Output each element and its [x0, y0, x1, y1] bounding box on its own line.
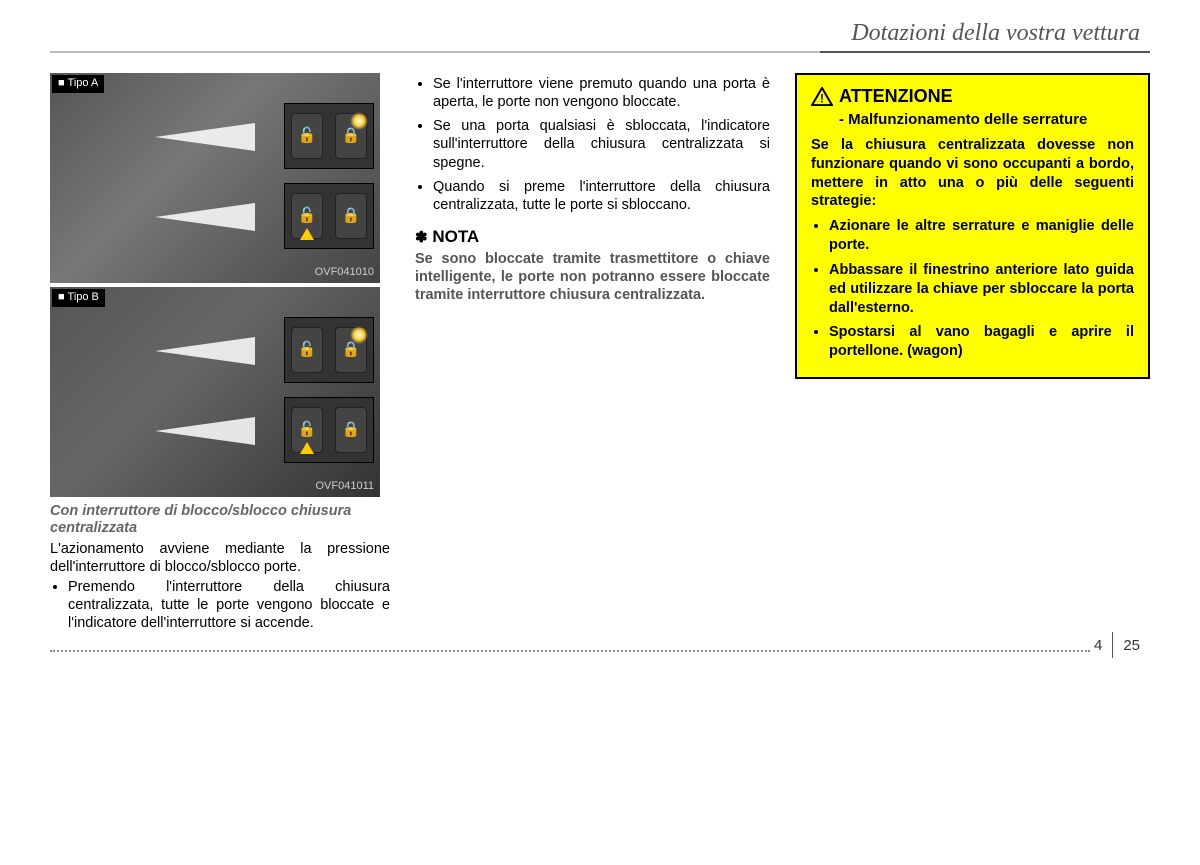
warning-title: ATTENZIONE	[839, 85, 953, 108]
left-bullet-1: Premendo l'interruttore della chiusura c…	[68, 578, 390, 632]
inset-b-unlock: 🔓 🔒	[284, 397, 374, 463]
lock-icon: 🔒	[335, 113, 367, 159]
figure-tipo-a: ■ Tipo A 🔓 🔒 🔓 🔒 OVF041010	[50, 73, 380, 283]
unlock-icon: 🔓	[291, 193, 323, 239]
warning-box: ! ATTENZIONE - Malfunzionamento delle se…	[795, 73, 1150, 379]
lock-icon: 🔒	[335, 327, 367, 373]
lock-icon: 🔒	[335, 407, 367, 453]
nota-title-text: NOTA	[432, 227, 479, 246]
header-rule	[50, 51, 1150, 53]
left-subheading: Con interruttore di blocco/sblocco chius…	[50, 503, 390, 538]
page-number-value: 25	[1123, 637, 1140, 654]
warning-triangle-icon: !	[811, 87, 833, 106]
figure-b-code: OVF041011	[315, 480, 374, 494]
page-num-divider	[1112, 632, 1113, 658]
warning-bullet-2: Abbassare il finestrino anteriore lato g…	[829, 261, 1134, 318]
footer-dotted-line	[50, 650, 1090, 652]
lock-icon: 🔒	[335, 193, 367, 239]
nota-body: Se sono bloccate tramite trasmettitore o…	[415, 250, 770, 304]
page-number: 4 25	[1094, 632, 1140, 658]
inset-a-unlock: 🔓 🔒	[284, 183, 374, 249]
nota-heading: ✽ NOTA	[415, 226, 770, 248]
mid-bullet-4: Quando si preme l'interruttore della chi…	[433, 178, 770, 214]
arrow-up-icon	[300, 228, 314, 240]
warning-bullet-3: Spostarsi al vano bagagli e aprire il po…	[829, 323, 1134, 361]
unlock-icon: 🔓	[291, 327, 323, 373]
warning-body: Se la chiusura centralizzata dovesse non…	[811, 136, 1134, 211]
warning-bullet-1: Azionare le altre serrature e maniglie d…	[829, 217, 1134, 255]
warning-subtitle: - Malfunzionamento delle serrature	[839, 110, 1134, 130]
svg-text:!: !	[820, 93, 824, 106]
mid-bullet-3: Se una porta qualsiasi è sbloccata, l'in…	[433, 117, 770, 171]
unlock-icon: 🔓	[291, 113, 323, 159]
figure-b-label: ■ Tipo B	[52, 289, 105, 307]
section-number: 4	[1094, 637, 1102, 654]
figure-a-code: OVF041010	[315, 266, 374, 280]
page-header-title: Dotazioni della vostra vettura	[50, 20, 1150, 47]
figure-a-label: ■ Tipo A	[52, 75, 104, 93]
left-intro: L'azionamento avviene mediante la pressi…	[50, 540, 390, 576]
figure-tipo-b: ■ Tipo B 🔓 🔒 🔓 🔒 OVF041011	[50, 287, 380, 497]
inset-a-lock: 🔓 🔒	[284, 103, 374, 169]
inset-b-lock: 🔓 🔒	[284, 317, 374, 383]
arrow-up-icon	[300, 442, 314, 454]
mid-bullet-2: Se l'interruttore viene premuto quando u…	[433, 75, 770, 111]
unlock-icon: 🔓	[291, 407, 323, 453]
